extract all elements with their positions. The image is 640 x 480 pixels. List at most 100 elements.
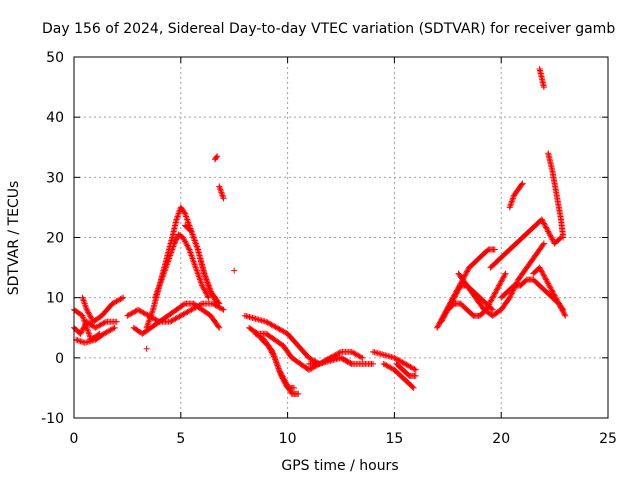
data-point — [231, 267, 238, 274]
series-trace-5 — [124, 300, 227, 325]
data-point — [410, 384, 417, 391]
data-point — [201, 286, 208, 293]
data-point — [359, 354, 366, 361]
data-point — [464, 268, 471, 275]
data-point — [543, 276, 550, 283]
y-tick-label: 20 — [46, 231, 64, 247]
y-tick-label: 0 — [55, 351, 64, 367]
data-point — [266, 344, 273, 351]
data-point — [550, 291, 557, 298]
data-point — [281, 378, 288, 385]
data-point — [442, 310, 449, 317]
data-point — [85, 309, 92, 316]
series-trace-19 — [380, 360, 417, 391]
data-point — [540, 220, 547, 227]
data-point — [204, 291, 211, 298]
series-trace-7 — [143, 204, 223, 331]
data-point — [507, 293, 514, 300]
data-point — [203, 290, 210, 297]
data-point — [207, 288, 214, 295]
data-point — [561, 311, 568, 318]
grid — [74, 57, 608, 418]
data-point — [558, 304, 565, 311]
data-point — [558, 306, 565, 313]
data-point — [220, 306, 227, 313]
data-point — [78, 338, 85, 345]
data-point — [499, 275, 506, 282]
series-trace-6 — [130, 300, 223, 337]
data-point — [497, 279, 504, 286]
data-point — [546, 283, 553, 290]
y-tick-label: -10 — [41, 411, 64, 427]
data-point — [492, 289, 499, 296]
x-tick-label: 5 — [176, 431, 185, 447]
data-point — [538, 216, 545, 223]
data-point — [440, 314, 447, 321]
data-point — [456, 285, 463, 292]
data-point — [491, 291, 498, 298]
series-trace-20 — [393, 360, 419, 379]
data-point — [543, 277, 550, 284]
data-point — [173, 235, 180, 242]
data-point — [211, 296, 218, 303]
data-point — [540, 241, 547, 248]
data-point — [451, 293, 458, 300]
data-point — [541, 273, 548, 280]
data-point — [172, 239, 179, 246]
data-point — [209, 291, 216, 298]
data-point — [539, 217, 546, 224]
data-point — [280, 376, 287, 383]
data-point — [553, 296, 560, 303]
data-point — [111, 324, 118, 331]
data-point — [488, 297, 495, 304]
data-point — [212, 298, 219, 305]
data-point — [199, 282, 206, 289]
data-point — [486, 300, 493, 307]
data-point — [77, 330, 84, 337]
data-point — [409, 383, 416, 390]
data-point — [557, 303, 564, 310]
data-point — [556, 302, 563, 309]
data-point — [455, 286, 462, 293]
data-point — [184, 242, 191, 249]
data-point — [555, 300, 562, 307]
data-point — [538, 267, 545, 274]
data-point — [412, 366, 419, 373]
data-point — [120, 294, 127, 301]
data-point — [291, 384, 298, 391]
data-point — [454, 289, 461, 296]
data-point — [113, 318, 120, 325]
data-point — [538, 268, 545, 275]
data-point — [549, 288, 556, 295]
series-trace-13 — [241, 312, 366, 367]
data-point — [552, 293, 559, 300]
data-point — [545, 229, 552, 236]
y-tick-label: 30 — [46, 170, 64, 186]
data-point — [278, 374, 285, 381]
data-point — [204, 293, 211, 300]
data-point — [545, 280, 552, 287]
data-point — [560, 310, 567, 317]
data-point — [544, 227, 551, 234]
data-point — [543, 224, 550, 231]
data-point — [75, 337, 82, 344]
data-point — [491, 290, 498, 297]
data-point — [489, 294, 496, 301]
data-point — [358, 354, 365, 361]
data-point — [539, 269, 546, 276]
data-point — [180, 235, 187, 242]
data-point — [214, 300, 221, 307]
data-point — [554, 298, 561, 305]
data-point — [488, 296, 495, 303]
data-point — [143, 345, 150, 352]
data-point — [463, 269, 470, 276]
data-point — [77, 338, 84, 345]
series-trace-16 — [258, 336, 298, 391]
data-point — [560, 234, 567, 241]
data-point — [550, 289, 557, 296]
series-trace-27 — [506, 180, 526, 211]
data-point — [434, 323, 441, 330]
series-trace-8 — [152, 231, 212, 301]
data-point — [439, 316, 446, 323]
data-point — [487, 298, 494, 305]
